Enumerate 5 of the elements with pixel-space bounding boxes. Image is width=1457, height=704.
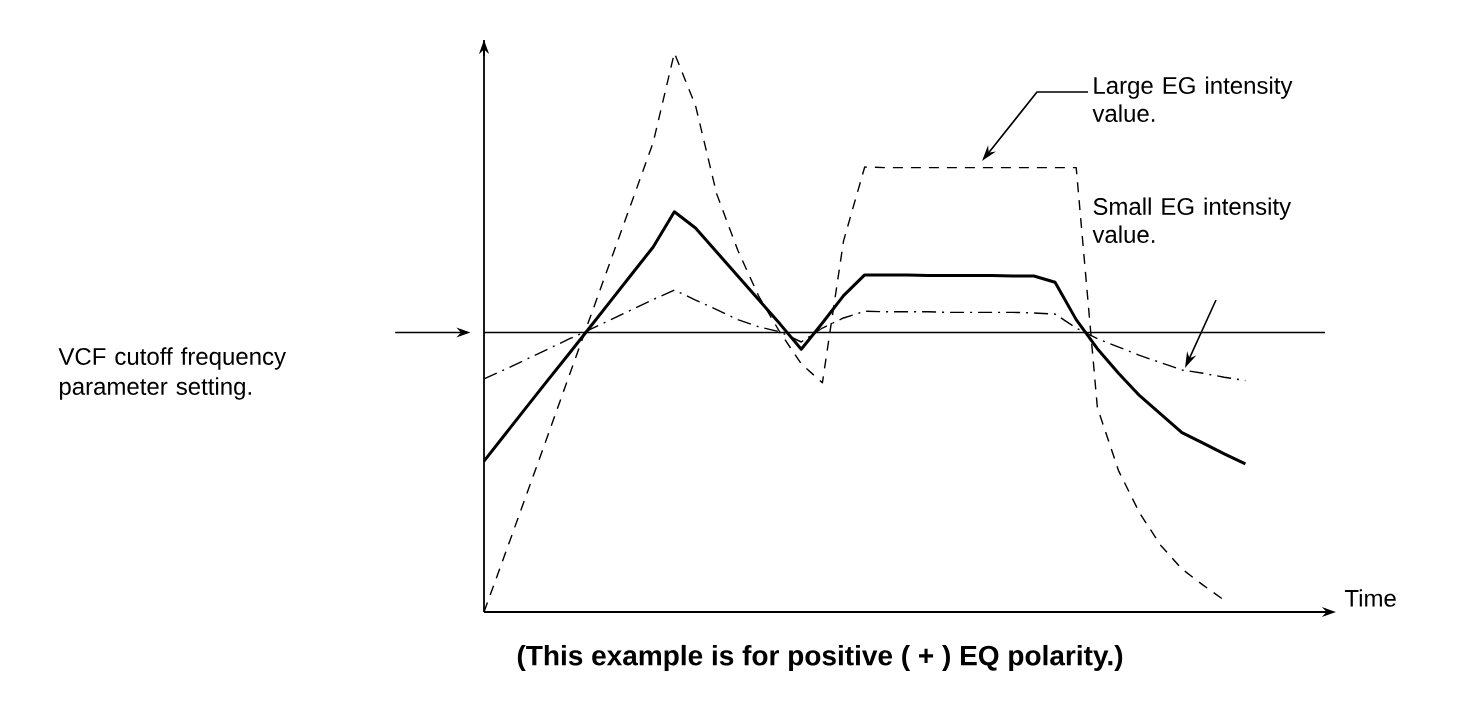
text: (This example is for positive ( + ) EQ polarity.): [517, 644, 1123, 672]
ref-line-label: VCF cutoff frequency parameter setting.: [58, 347, 286, 400]
annotation: Large EG intensity value.: [1092, 76, 1293, 122]
x-axis-title: Time: [1344, 589, 1396, 607]
annotation: Small EG intensity value.: [1092, 197, 1292, 244]
